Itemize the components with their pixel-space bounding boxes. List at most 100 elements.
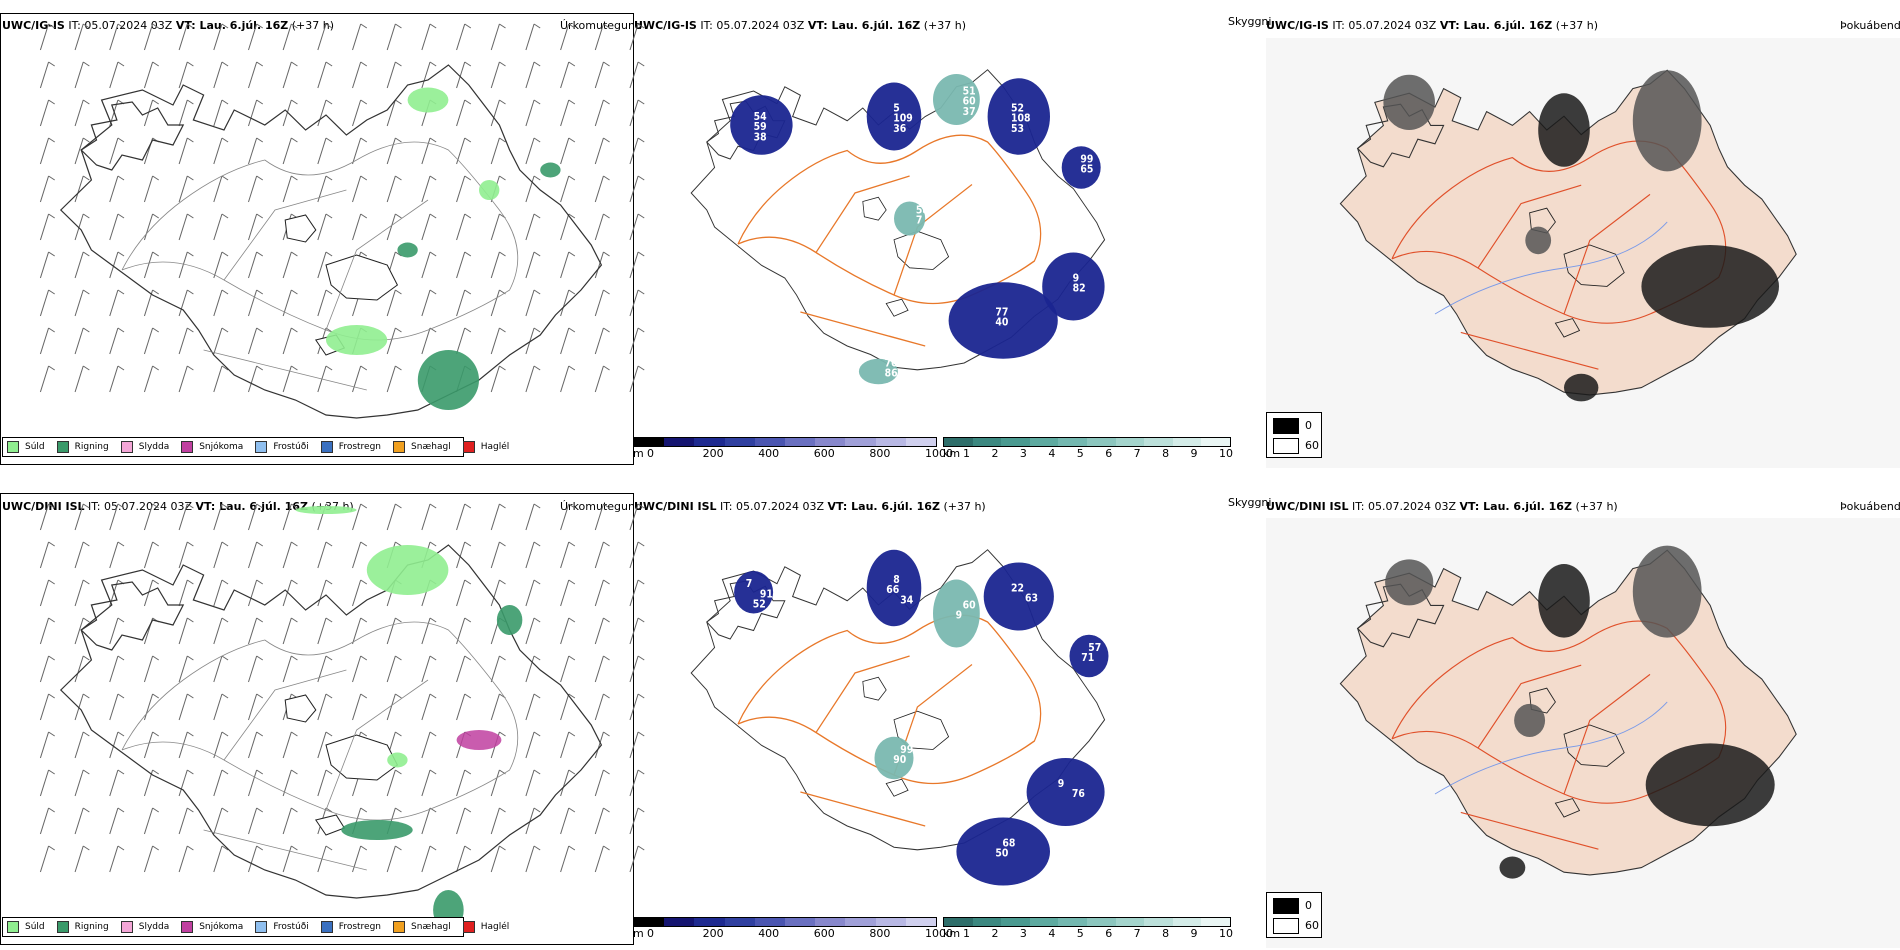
low-visibility-area xyxy=(1061,146,1101,189)
legend-swatch xyxy=(7,921,19,933)
colorbar-cell xyxy=(905,918,937,926)
wind-barb xyxy=(594,655,610,683)
visibility-value-label: 71 xyxy=(1081,653,1094,664)
wind-barb xyxy=(109,731,125,759)
legend-label: Snjókoma xyxy=(199,442,244,452)
precip-cell xyxy=(407,87,449,113)
wind-barb xyxy=(421,693,437,721)
legend-swatch xyxy=(393,441,406,453)
wind-barb xyxy=(594,769,610,797)
wind-barb xyxy=(421,769,437,797)
wind-barb xyxy=(39,579,55,607)
colorbar-tick-label: 7 xyxy=(1133,447,1141,460)
wind-barb xyxy=(247,769,264,797)
colorbar-tick-label: 0 xyxy=(647,447,654,460)
wind-barb xyxy=(213,693,229,721)
wind-barb xyxy=(456,807,472,835)
visibility-value-label: 5 xyxy=(893,103,900,114)
colorbar-tick-label: 6 xyxy=(1105,927,1113,940)
colorbar-tick-label: 400 xyxy=(758,927,780,940)
wind-barb xyxy=(247,251,264,279)
wind-barb xyxy=(247,617,264,645)
wind-barb xyxy=(282,251,298,279)
colorbar-cell xyxy=(694,438,725,446)
fog-area xyxy=(1514,703,1546,737)
legend-label: Frostregn xyxy=(338,922,382,932)
colorbar-tick-label: 8 xyxy=(1162,927,1170,940)
wind-barb xyxy=(39,731,55,759)
colorbar-cell xyxy=(785,438,816,446)
wind-barb xyxy=(629,61,645,89)
wind-barb xyxy=(421,655,437,683)
low-visibility-area xyxy=(1042,252,1105,321)
wind-barb xyxy=(594,693,610,721)
wind-barb xyxy=(629,617,645,645)
wind-barb xyxy=(525,845,541,873)
wind-barb xyxy=(525,23,541,51)
colorbar-cell xyxy=(972,918,1002,926)
colorbar-tick-label: 0 xyxy=(647,927,654,940)
wind-barb xyxy=(109,541,125,569)
colorbar-tick-label: 600 xyxy=(813,927,835,940)
wind-barb xyxy=(386,845,402,873)
visibility-value-label: 63 xyxy=(1025,593,1038,604)
westfjords-outline xyxy=(80,581,184,651)
wind-barb xyxy=(594,23,610,51)
wind-barb xyxy=(352,213,368,241)
low-visibility-area xyxy=(933,579,980,648)
wind-barb xyxy=(74,251,90,279)
wind-barb xyxy=(178,731,194,759)
wind-barb xyxy=(352,579,368,607)
wind-barb xyxy=(143,327,160,355)
row2-fog-title: UWC/DINI ISL IT: 05.07.2024 03Z VT: Lau.… xyxy=(1266,500,1618,513)
wind-barb xyxy=(386,99,402,127)
wind-barb xyxy=(109,175,125,203)
wind-barb xyxy=(352,175,368,203)
colorbar-cell xyxy=(1058,438,1087,446)
legend-swatch xyxy=(255,441,268,453)
legend-swatch xyxy=(56,441,69,453)
colorbar-cell xyxy=(634,438,665,446)
low-visibility-area xyxy=(874,736,914,780)
legend-label: Snæhagl xyxy=(411,442,451,452)
glacier-outline xyxy=(284,214,317,243)
wind-barb xyxy=(109,289,125,317)
wind-barb xyxy=(143,61,160,89)
wind-barb xyxy=(456,213,472,241)
precip-cell xyxy=(326,325,388,355)
wind-barb xyxy=(525,731,541,759)
colorbar-cell xyxy=(1001,918,1030,926)
wind-barb xyxy=(352,137,368,165)
wind-barb xyxy=(39,693,55,721)
vis-unit-km: km xyxy=(943,927,961,940)
wind-barb xyxy=(525,617,541,645)
roads xyxy=(121,621,519,871)
colorbar-cell xyxy=(694,918,725,926)
wind-barb xyxy=(143,23,160,51)
wind-barb xyxy=(109,365,125,393)
wind-barb xyxy=(317,23,333,51)
wind-barb xyxy=(594,327,610,355)
visibility-value-label: 99 xyxy=(1080,154,1093,165)
precip-legend-item: Frostregn xyxy=(320,441,381,453)
wind-barb xyxy=(178,99,194,127)
wind-barb xyxy=(490,327,506,355)
wind-barb xyxy=(456,769,472,797)
wind-barb xyxy=(560,731,576,759)
wind-barb xyxy=(178,327,194,355)
wind-barb xyxy=(178,289,194,317)
wind-barb xyxy=(490,365,506,393)
wind-barb xyxy=(213,289,229,317)
wind-barb xyxy=(421,61,437,89)
iceland-outline xyxy=(60,64,603,419)
colorbar-tick-label: 800 xyxy=(869,927,891,940)
colorbar-cell xyxy=(815,438,846,446)
wind-barb xyxy=(386,175,402,203)
wind-barb xyxy=(39,61,55,89)
wind-barb xyxy=(109,327,125,355)
visibility-value-label: 60 xyxy=(963,96,976,107)
wind-barb xyxy=(352,655,368,683)
wind-barb xyxy=(39,541,55,569)
wind-barb xyxy=(317,693,333,721)
colorbar-cell xyxy=(972,438,1002,446)
